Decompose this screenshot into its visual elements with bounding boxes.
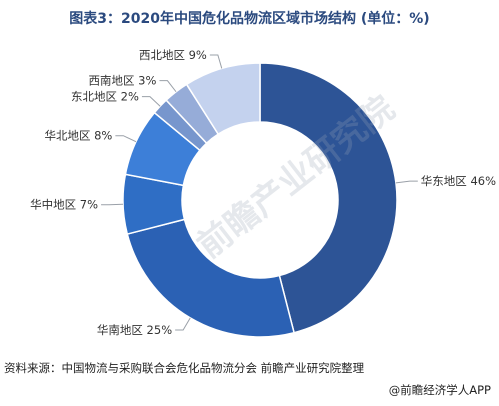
slices-group — [122, 62, 398, 338]
slice-0 — [259, 62, 398, 334]
slice-label-2: 华中地区 7% — [30, 198, 98, 212]
slice-6 — [185, 62, 261, 136]
leader-lines-group — [101, 54, 418, 331]
slice-1 — [126, 218, 295, 338]
slice-label-6: 西北地区 9% — [139, 48, 207, 62]
leader-line-3 — [115, 135, 137, 143]
slice-label-5: 西南地区 3% — [89, 74, 157, 88]
leader-line-6 — [209, 54, 223, 69]
leader-line-0 — [395, 180, 418, 184]
source-note: 资料来源：中国物流与采购联合会危化品物流分会 前瞻产业研究院整理 — [4, 361, 365, 375]
brand-credit: @前瞻经济学人APP — [388, 383, 491, 397]
leader-line-1 — [175, 317, 191, 331]
chart-title: 图表3：2020年中国危化品物流区域市场结构 (单位：%) — [69, 11, 430, 27]
leader-line-4 — [141, 96, 161, 107]
slice-label-0: 华东地区 46% — [421, 174, 496, 188]
slice-label-3: 华北地区 8% — [44, 129, 112, 143]
leader-line-5 — [159, 80, 177, 93]
slice-label-1: 华南地区 25% — [97, 323, 172, 337]
labels-group: 华东地区 46% 华南地区 25% 华中地区 7% 华北地区 8% 东北地区 2% 西南地… — [30, 48, 496, 337]
slice-label-4: 东北地区 2% — [71, 90, 139, 104]
